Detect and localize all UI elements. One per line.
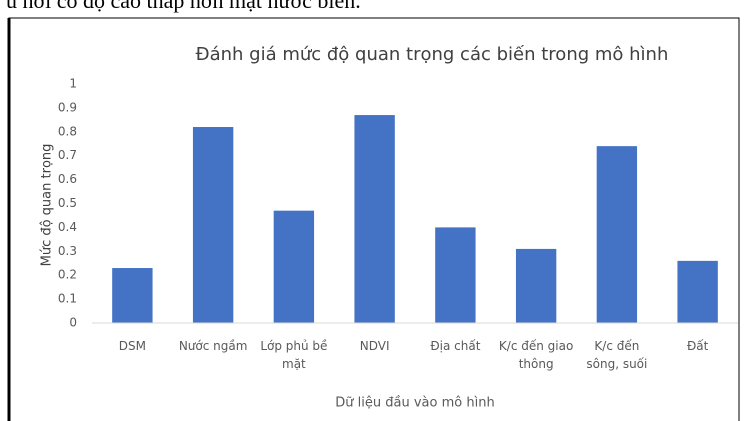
bar <box>112 268 153 323</box>
y-tick-label: 0.2 <box>58 268 77 282</box>
bar <box>677 260 718 323</box>
x-tick-label: Nước ngầm <box>178 339 248 353</box>
bar <box>515 248 557 323</box>
x-tick-label: NDVI <box>359 339 390 353</box>
x-tick-label: K/c đến sông, suối <box>586 339 648 371</box>
y-tick-label: 0.3 <box>58 244 77 258</box>
x-tick-label: Địa chất <box>430 339 481 353</box>
y-axis-title: Mức độ quan trọng <box>40 144 55 267</box>
y-tick-label: 0.8 <box>58 124 77 138</box>
header-text: u hơi có độ cao thấp hơn mặt nước biển. <box>6 0 361 13</box>
y-tick-label: 0.4 <box>58 220 77 234</box>
y-tick-label: 0.5 <box>58 196 77 210</box>
x-tick-label: Lớp phủ bề mặt <box>260 339 328 371</box>
x-tick-label: Đất <box>686 339 709 353</box>
bar <box>273 210 315 323</box>
x-tick-label: K/c đến giao thông <box>498 339 574 371</box>
bar <box>596 146 638 323</box>
bar <box>435 227 476 323</box>
x-tick-label: DSM <box>118 339 146 353</box>
y-tick-label: 1 <box>69 77 77 91</box>
bar <box>192 127 234 324</box>
x-axis-title: Dữ liệu đầu vào mô hình <box>335 396 494 411</box>
y-tick-label: 0 <box>69 316 77 330</box>
chart-title: Đánh giá mức độ quan trọng các biến tron… <box>196 44 669 65</box>
y-tick-label: 0.6 <box>58 172 77 186</box>
y-tick-label: 0.9 <box>58 100 77 114</box>
y-tick-label: 0.1 <box>58 292 77 306</box>
y-tick-label: 0.7 <box>58 148 77 162</box>
bar <box>354 115 395 323</box>
